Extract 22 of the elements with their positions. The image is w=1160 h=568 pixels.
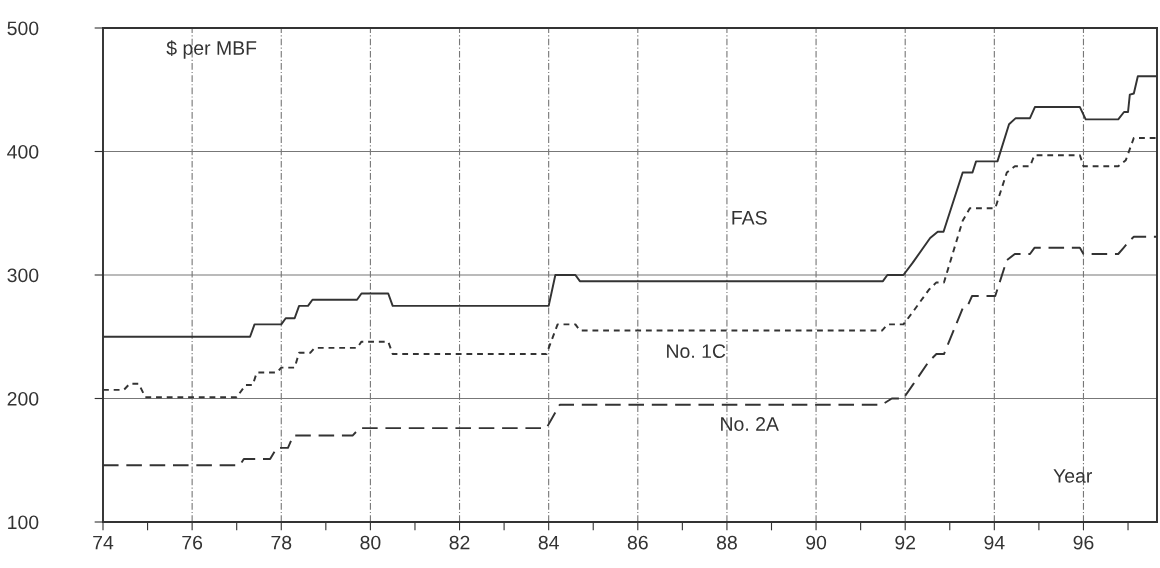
text: FAS [732,210,767,225]
series-label: No. 1C [667,344,726,359]
x-tick-label: 96 [1073,535,1094,550]
y-tick-label: 300 [7,268,39,283]
x-tick-label: 90 [806,535,827,550]
x-tick-label: 76 [182,535,203,550]
x-tick-label: 94 [984,535,1005,550]
y-axis-title: $ per MBF [166,40,257,59]
series-label: No. 2A [721,417,779,431]
x-tick-label: 86 [627,535,648,550]
x-tick-label: 80 [360,535,381,550]
x-tick-label: 82 [449,535,470,550]
y-tick-label: 500 [7,21,39,36]
y-tick-label: 400 [7,144,39,159]
y-tick-label: 100 [8,515,39,530]
x-tick-label: 74 [93,535,114,550]
x-tick-label: 84 [538,535,559,550]
x-tick-label: 88 [716,535,737,550]
x-axis-title: Year [1053,469,1093,483]
x-tick-label: 78 [271,535,292,550]
x-tick-label: 92 [895,535,916,550]
y-tick-label: 200 [7,391,39,406]
